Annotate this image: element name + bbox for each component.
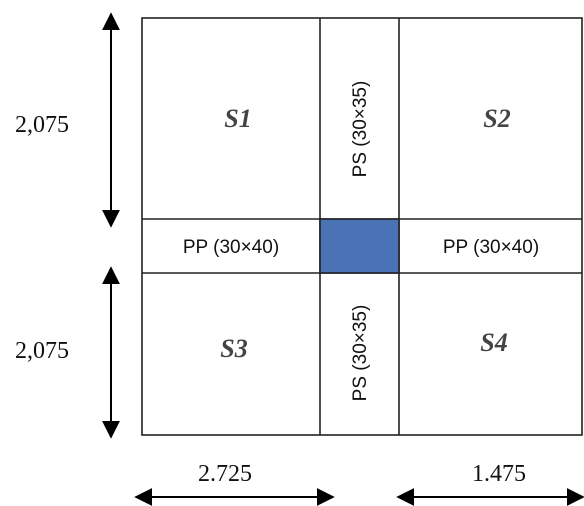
dimension-left-width: 2.725 bbox=[198, 461, 252, 487]
dimension-right-width: 1.475 bbox=[472, 461, 526, 487]
beam-pp-right-label: PP (30×40) bbox=[443, 237, 539, 258]
slab-s3-label: S3 bbox=[220, 334, 247, 363]
dimension-bottom-height: 2,075 bbox=[15, 338, 69, 364]
beam-ps-top-label: PS (30×35) bbox=[350, 81, 371, 178]
slab-s4-label: S4 bbox=[480, 328, 507, 357]
slab-s2-label: S2 bbox=[483, 104, 510, 133]
plan-outline bbox=[141, 17, 583, 436]
column bbox=[319, 218, 400, 274]
beam-ps-bottom-label: PS (30×35) bbox=[350, 305, 371, 402]
slab-s1-label: S1 bbox=[224, 104, 251, 133]
beam-pp-left-label: PP (30×40) bbox=[183, 237, 279, 258]
dimension-top-height: 2,075 bbox=[15, 112, 69, 138]
